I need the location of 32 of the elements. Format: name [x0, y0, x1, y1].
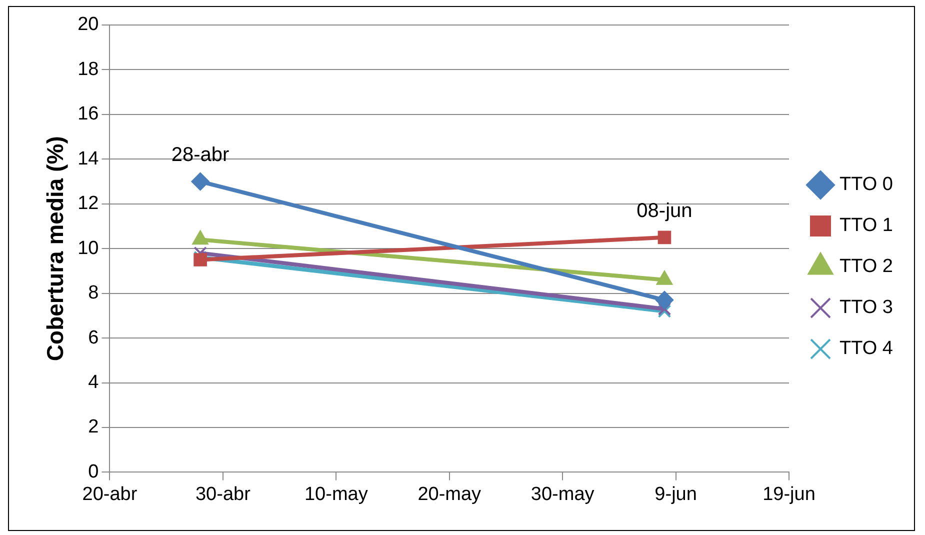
- y-tick-label: 10: [78, 238, 99, 259]
- y-axis-title: Cobertura media (%): [42, 136, 68, 362]
- x-tick-label: 20-may: [418, 484, 482, 505]
- y-tick-label: 0: [88, 461, 99, 482]
- legend-label: TTO 2: [840, 256, 894, 278]
- y-tick-label: 4: [88, 372, 100, 393]
- x-tick-label: 10-may: [304, 484, 368, 505]
- point: [658, 304, 672, 318]
- y-tick-label: 6: [88, 327, 99, 348]
- legend-label: TTO 3: [840, 297, 894, 318]
- legend-label: TTO 0: [840, 174, 894, 196]
- annotation: 08-jun: [636, 200, 692, 222]
- point: [194, 253, 207, 266]
- x-tick-label: 30-may: [530, 484, 595, 505]
- point: [658, 230, 672, 244]
- x-tick-label: 30-abr: [195, 484, 252, 505]
- point: [191, 172, 210, 191]
- x-tick-label: 20-abr: [82, 484, 138, 505]
- y-tick-label: 8: [88, 282, 99, 304]
- y-tick-label: 20: [78, 14, 99, 36]
- y-tick-label: 12: [78, 193, 99, 214]
- x-tick-label: 9-jun: [654, 484, 697, 505]
- annotation: 28-abr: [171, 144, 230, 166]
- y-tick-label: 16: [78, 104, 99, 125]
- y-tick-label: 18: [78, 58, 99, 80]
- legend-label: TTO 1: [840, 215, 894, 236]
- point: [655, 291, 674, 310]
- y-tick-label: 2: [88, 416, 99, 438]
- x-tick-label: 19-jun: [762, 484, 816, 505]
- legend-label: TTO 4: [840, 338, 894, 360]
- y-tick-label: 14: [78, 148, 100, 170]
- point: [658, 302, 672, 316]
